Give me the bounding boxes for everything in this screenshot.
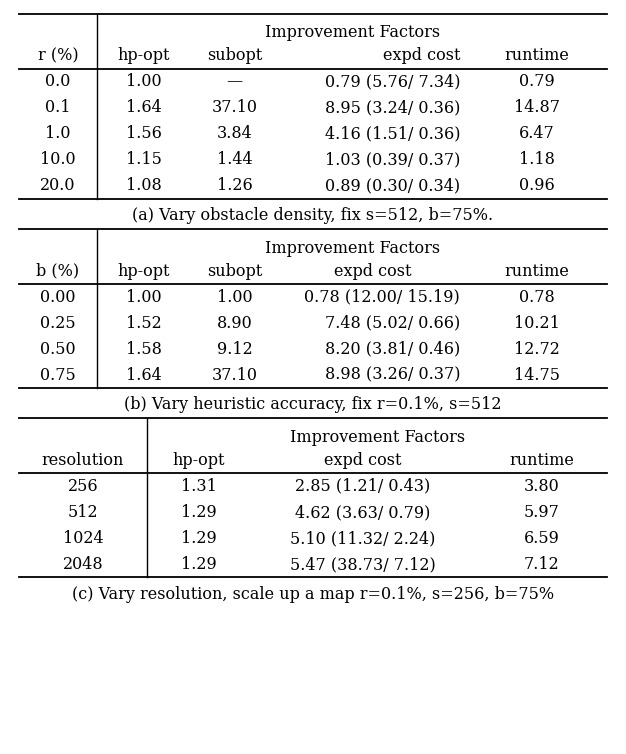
Text: expd cost: expd cost bbox=[382, 48, 460, 64]
Text: 6.47: 6.47 bbox=[519, 125, 555, 143]
Text: 7.12: 7.12 bbox=[523, 556, 560, 573]
Text: 5.47 (38.73/ 7.12): 5.47 (38.73/ 7.12) bbox=[290, 556, 436, 573]
Text: 1.64: 1.64 bbox=[126, 366, 162, 384]
Text: Improvement Factors: Improvement Factors bbox=[265, 24, 439, 41]
Text: 3.84: 3.84 bbox=[217, 125, 253, 143]
Text: expd cost: expd cost bbox=[324, 452, 402, 469]
Text: 8.20 (3.81/ 0.46): 8.20 (3.81/ 0.46) bbox=[325, 341, 460, 357]
Text: 1.64: 1.64 bbox=[126, 100, 162, 116]
Text: runtime: runtime bbox=[505, 48, 569, 64]
Text: hp-opt: hp-opt bbox=[173, 452, 225, 469]
Text: 4.16 (1.51/ 0.36): 4.16 (1.51/ 0.36) bbox=[325, 125, 460, 143]
Text: 0.75: 0.75 bbox=[40, 366, 76, 384]
Text: Improvement Factors: Improvement Factors bbox=[290, 429, 464, 446]
Text: subopt: subopt bbox=[207, 262, 262, 280]
Text: 5.10 (11.32/ 2.24): 5.10 (11.32/ 2.24) bbox=[290, 530, 436, 547]
Text: 6.59: 6.59 bbox=[523, 530, 560, 547]
Text: 20.0: 20.0 bbox=[40, 177, 76, 195]
Text: (c) Vary resolution, scale up a map r=0.1%, s=256, b=75%: (c) Vary resolution, scale up a map r=0.… bbox=[72, 586, 554, 602]
Text: 8.95 (3.24/ 0.36): 8.95 (3.24/ 0.36) bbox=[325, 100, 460, 116]
Text: 0.00: 0.00 bbox=[40, 289, 76, 305]
Text: subopt: subopt bbox=[207, 48, 262, 64]
Text: 2048: 2048 bbox=[63, 556, 103, 573]
Text: 14.87: 14.87 bbox=[514, 100, 560, 116]
Text: 1.58: 1.58 bbox=[126, 341, 162, 357]
Text: r (%): r (%) bbox=[38, 48, 78, 64]
Text: 8.90: 8.90 bbox=[217, 314, 253, 332]
Text: 1.18: 1.18 bbox=[519, 152, 555, 168]
Text: runtime: runtime bbox=[509, 452, 574, 469]
Text: 1.00: 1.00 bbox=[126, 289, 162, 305]
Text: 8.98 (3.26/ 0.37): 8.98 (3.26/ 0.37) bbox=[325, 366, 460, 384]
Text: 2.85 (1.21/ 0.43): 2.85 (1.21/ 0.43) bbox=[295, 478, 431, 495]
Text: 14.75: 14.75 bbox=[514, 366, 560, 384]
Text: 1024: 1024 bbox=[63, 530, 103, 547]
Text: 1.29: 1.29 bbox=[181, 504, 217, 521]
Text: 1.00: 1.00 bbox=[217, 289, 252, 305]
Text: 1.29: 1.29 bbox=[181, 556, 217, 573]
Text: 256: 256 bbox=[68, 478, 98, 495]
Text: 0.79 (5.76/ 7.34): 0.79 (5.76/ 7.34) bbox=[325, 73, 460, 90]
Text: 1.15: 1.15 bbox=[126, 152, 162, 168]
Text: 1.08: 1.08 bbox=[126, 177, 162, 195]
Text: 0.25: 0.25 bbox=[40, 314, 76, 332]
Text: b (%): b (%) bbox=[36, 262, 80, 280]
Text: 0.96: 0.96 bbox=[519, 177, 555, 195]
Text: 1.44: 1.44 bbox=[217, 152, 252, 168]
Text: 1.0: 1.0 bbox=[45, 125, 71, 143]
Text: hp-opt: hp-opt bbox=[118, 262, 170, 280]
Text: 0.79: 0.79 bbox=[519, 73, 555, 90]
Text: (b) Vary heuristic accuracy, fix r=0.1%, s=512: (b) Vary heuristic accuracy, fix r=0.1%,… bbox=[124, 396, 502, 413]
Text: 7.48 (5.02/ 0.66): 7.48 (5.02/ 0.66) bbox=[325, 314, 460, 332]
Text: 1.29: 1.29 bbox=[181, 530, 217, 547]
Text: 0.78: 0.78 bbox=[519, 289, 555, 305]
Text: —: — bbox=[227, 73, 243, 90]
Text: 512: 512 bbox=[68, 504, 98, 521]
Text: 4.62 (3.63/ 0.79): 4.62 (3.63/ 0.79) bbox=[295, 504, 431, 521]
Text: 0.89 (0.30/ 0.34): 0.89 (0.30/ 0.34) bbox=[325, 177, 460, 195]
Text: 37.10: 37.10 bbox=[212, 366, 258, 384]
Text: 10.0: 10.0 bbox=[40, 152, 76, 168]
Text: expd cost: expd cost bbox=[334, 262, 411, 280]
Text: 1.26: 1.26 bbox=[217, 177, 253, 195]
Text: 10.21: 10.21 bbox=[514, 314, 560, 332]
Text: 1.52: 1.52 bbox=[126, 314, 162, 332]
Text: 3.80: 3.80 bbox=[523, 478, 560, 495]
Text: 1.56: 1.56 bbox=[126, 125, 162, 143]
Text: 9.12: 9.12 bbox=[217, 341, 253, 357]
Text: 1.00: 1.00 bbox=[126, 73, 162, 90]
Text: 0.1: 0.1 bbox=[45, 100, 71, 116]
Text: Improvement Factors: Improvement Factors bbox=[265, 240, 439, 256]
Text: 0.50: 0.50 bbox=[40, 341, 76, 357]
Text: hp-opt: hp-opt bbox=[118, 48, 170, 64]
Text: (a) Vary obstacle density, fix s=512, b=75%.: (a) Vary obstacle density, fix s=512, b=… bbox=[133, 207, 493, 224]
Text: 12.72: 12.72 bbox=[514, 341, 560, 357]
Text: 37.10: 37.10 bbox=[212, 100, 258, 116]
Text: 1.03 (0.39/ 0.37): 1.03 (0.39/ 0.37) bbox=[325, 152, 460, 168]
Text: 5.97: 5.97 bbox=[523, 504, 560, 521]
Text: resolution: resolution bbox=[42, 452, 124, 469]
Text: 0.78 (12.00/ 15.19): 0.78 (12.00/ 15.19) bbox=[304, 289, 460, 305]
Text: 1.31: 1.31 bbox=[181, 478, 217, 495]
Text: 0.0: 0.0 bbox=[45, 73, 71, 90]
Text: runtime: runtime bbox=[505, 262, 569, 280]
